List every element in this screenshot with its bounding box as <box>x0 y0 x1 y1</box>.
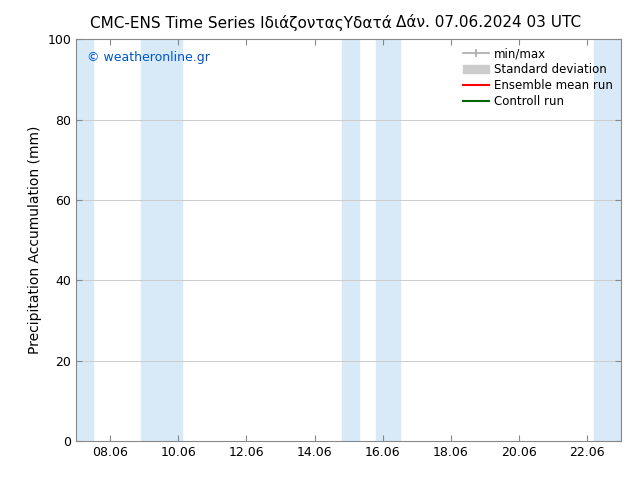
Bar <box>141 39 182 441</box>
Text: CMC-ENS Time Series ΙδιάζονταςΥδατά: CMC-ENS Time Series ΙδιάζονταςΥδατά <box>90 15 392 31</box>
Bar <box>376 39 400 441</box>
Text: © weatheronline.gr: © weatheronline.gr <box>87 51 210 64</box>
Bar <box>594 39 621 441</box>
Legend: min/max, Standard deviation, Ensemble mean run, Controll run: min/max, Standard deviation, Ensemble me… <box>461 45 616 111</box>
Bar <box>342 39 359 441</box>
Y-axis label: Precipitation Accumulation (mm): Precipitation Accumulation (mm) <box>28 126 42 354</box>
Bar <box>76 39 93 441</box>
Text: Δάν. 07.06.2024 03 UTC: Δάν. 07.06.2024 03 UTC <box>396 15 581 30</box>
